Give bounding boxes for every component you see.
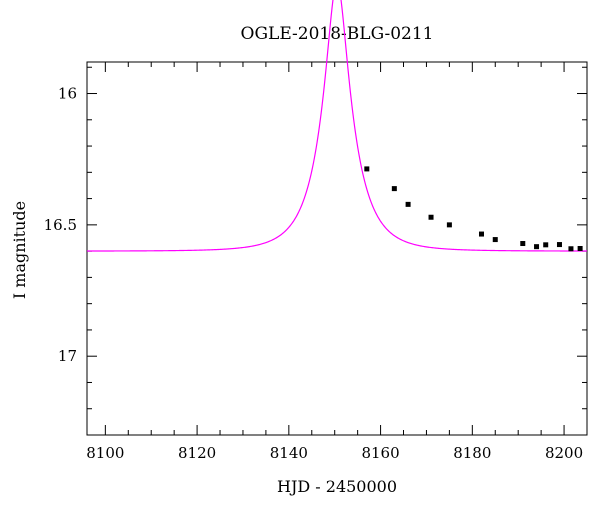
y-tick-label: 16.5: [44, 216, 77, 234]
data-point: [534, 244, 540, 250]
data-point: [391, 186, 397, 192]
y-tick-label: 16: [58, 85, 77, 103]
data-point: [446, 222, 452, 228]
x-axis-label: HJD - 2450000: [277, 477, 397, 496]
chart-title: OGLE-2018-BLG-0211: [241, 24, 434, 44]
data-point: [577, 246, 583, 251]
data-point: [364, 166, 370, 172]
data-point: [492, 237, 498, 243]
x-tick-label: 8160: [361, 444, 399, 462]
x-tick-label: 8100: [86, 444, 124, 462]
y-tick-label: 17: [58, 347, 77, 365]
data-points: [364, 166, 583, 252]
axis-ticks: [87, 62, 588, 436]
x-tick-label: 8200: [545, 444, 583, 462]
data-point: [543, 242, 549, 248]
y-axis-label: I magnitude: [10, 201, 29, 299]
data-point: [520, 241, 526, 247]
x-tick-label: 8120: [178, 444, 216, 462]
x-tick-label: 8180: [453, 444, 491, 462]
data-point: [568, 246, 574, 252]
tick-labels: 8100 8120 8140 8160 8180 8200 16 16.5 17: [44, 85, 584, 462]
data-point: [478, 231, 484, 237]
data-point: [556, 242, 562, 248]
plot-frame: [86, 61, 588, 436]
model-curve: [87, 0, 587, 252]
data-point: [428, 214, 434, 220]
x-tick-label: 8140: [270, 444, 308, 462]
data-point: [405, 201, 411, 207]
